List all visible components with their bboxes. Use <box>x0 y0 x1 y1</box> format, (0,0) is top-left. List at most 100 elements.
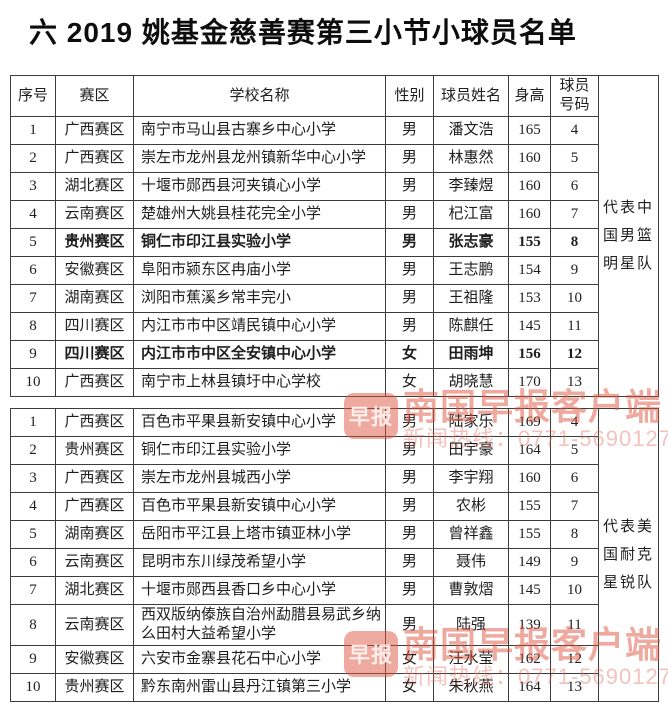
cell-player-name: 陆强 <box>433 604 509 646</box>
table-row: 4 云南赛区 楚雄州大姚县桂花完全小学男杞江富 160 7 <box>10 200 659 229</box>
cell-player-name: 李臻煜 <box>433 172 509 201</box>
cell-height: 162 <box>508 645 551 674</box>
cell-gender: 男 <box>385 284 434 313</box>
cell-school: 西双版纳傣族自治州勐腊县易武乡纳么田村大益希望小学 <box>133 604 386 646</box>
cell-region: 安徽赛区 <box>55 256 134 285</box>
cell-serial: 7 <box>10 284 56 313</box>
cell-player-name: 田雨坤 <box>433 340 509 369</box>
cell-number: 5 <box>550 144 599 173</box>
cell-number: 9 <box>550 548 599 577</box>
cell-serial: 10 <box>10 673 56 702</box>
cell-region: 贵州赛区 <box>55 436 134 465</box>
table-row: 7 湖南赛区 浏阳市蕉溪乡常丰完小男王祖隆 153 10 <box>10 284 659 313</box>
cell-region: 云南赛区 <box>55 548 134 577</box>
column-header: 性别 <box>385 75 434 117</box>
table-row: 8 云南赛区 西双版纳傣族自治州勐腊县易武乡纳么田村大益希望小学男陆强 139 11 <box>10 604 659 646</box>
players-table-china-stars: 序号 赛区 学校名称 性别 球员姓名 身高 球员 号码 代表中 国男篮 明星队 1 广西赛区 南宁市… <box>10 75 659 397</box>
cell-gender: 男 <box>385 144 434 173</box>
cell-serial: 6 <box>10 548 56 577</box>
cell-height: 160 <box>508 200 551 229</box>
cell-serial: 6 <box>10 256 56 285</box>
cell-player-name: 汪水莹 <box>433 645 509 674</box>
cell-number: 10 <box>550 284 599 313</box>
cell-school: 铜仁市印江县实验小学 <box>133 228 386 257</box>
cell-height: 170 <box>508 368 551 397</box>
cell-height: 145 <box>508 312 551 341</box>
cell-region: 湖北赛区 <box>55 172 134 201</box>
cell-player-name: 陆家乐 <box>433 408 509 437</box>
cell-school: 内江市市中区靖民镇中心小学 <box>133 312 386 341</box>
cell-serial: 1 <box>10 408 56 437</box>
table-row: 9 安徽赛区 六安市金寨县花石中心小学女汪水莹 162 12 <box>10 645 659 674</box>
cell-gender: 男 <box>385 604 434 646</box>
players-table-nike-rising-stars: 1 广西赛区 百色市平果县新安镇中心小学男陆家乐 169 4 代表美 国耐克 星锐队 2 贵州… <box>10 408 659 702</box>
cell-school: 阜阳市颍东区冉庙小学 <box>133 256 386 285</box>
cell-gender: 男 <box>385 172 434 201</box>
table-row: 9 四川赛区 内江市市中区全安镇中心小学女田雨坤 156 12 <box>10 340 659 369</box>
cell-number: 13 <box>550 368 599 397</box>
cell-region: 广西赛区 <box>55 116 134 145</box>
cell-gender: 女 <box>385 340 434 369</box>
cell-school: 十堰市郧西县香口乡中心小学 <box>133 576 386 605</box>
cell-gender: 男 <box>385 408 434 437</box>
cell-region: 广西赛区 <box>55 492 134 521</box>
table-row: 6 云南赛区 昆明市东川绿茂希望小学男聂伟 149 9 <box>10 548 659 577</box>
table-row: 4 广西赛区 百色市平果县新安镇中心小学男农彬 155 7 <box>10 492 659 521</box>
cell-school: 南宁市上林县镇圩中心学校 <box>133 368 386 397</box>
cell-serial: 4 <box>10 492 56 521</box>
cell-height: 155 <box>508 492 551 521</box>
cell-number: 8 <box>550 520 599 549</box>
cell-school: 黔东南州雷山县丹江镇第三小学 <box>133 673 386 702</box>
cell-serial: 4 <box>10 200 56 229</box>
cell-gender: 男 <box>385 520 434 549</box>
cell-player-name: 胡晓慧 <box>433 368 509 397</box>
cell-number: 11 <box>550 312 599 341</box>
cell-number: 9 <box>550 256 599 285</box>
cell-player-name: 曾祥鑫 <box>433 520 509 549</box>
cell-serial: 1 <box>10 116 56 145</box>
cell-school: 六安市金寨县花石中心小学 <box>133 645 386 674</box>
cell-school: 百色市平果县新安镇中心小学 <box>133 408 386 437</box>
column-header: 球员 号码 <box>550 75 599 117</box>
cell-serial: 8 <box>10 604 56 646</box>
cell-gender: 男 <box>385 312 434 341</box>
table-row: 1 广西赛区 百色市平果县新安镇中心小学男陆家乐 169 4 代表美 国耐克 星锐队 <box>10 408 659 702</box>
cell-region: 云南赛区 <box>55 604 134 646</box>
table-row: 10 贵州赛区 黔东南州雷山县丹江镇第三小学女朱秋燕 164 13 <box>10 673 659 702</box>
cell-player-name: 张志豪 <box>433 228 509 257</box>
cell-player-name: 朱秋燕 <box>433 673 509 702</box>
cell-player-name: 曹敦熠 <box>433 576 509 605</box>
cell-school: 百色市平果县新安镇中心小学 <box>133 492 386 521</box>
column-header: 序号 <box>10 75 56 117</box>
cell-school: 崇左市龙州县城西小学 <box>133 464 386 493</box>
table-row: 2 广西赛区 崇左市龙州县龙州镇新华中心小学男林惠然 160 5 <box>10 144 659 173</box>
cell-number: 7 <box>550 200 599 229</box>
cell-region: 湖南赛区 <box>55 520 134 549</box>
cell-height: 154 <box>508 256 551 285</box>
table-row: 8 四川赛区 内江市市中区靖民镇中心小学男陈麒任 145 11 <box>10 312 659 341</box>
team-label: 代表中 国男篮 明星队 <box>598 75 659 397</box>
cell-region: 广西赛区 <box>55 408 134 437</box>
cell-player-name: 王志鹏 <box>433 256 509 285</box>
cell-player-name: 农彬 <box>433 492 509 521</box>
cell-height: 139 <box>508 604 551 646</box>
cell-school: 楚雄州大姚县桂花完全小学 <box>133 200 386 229</box>
cell-number: 7 <box>550 492 599 521</box>
cell-height: 145 <box>508 576 551 605</box>
cell-number: 8 <box>550 228 599 257</box>
table-row: 10 广西赛区 南宁市上林县镇圩中心学校女胡晓慧 170 13 <box>10 368 659 397</box>
cell-school: 崇左市龙州县龙州镇新华中心小学 <box>133 144 386 173</box>
cell-gender: 男 <box>385 256 434 285</box>
cell-school: 十堰市郧西县河夹镇心小学 <box>133 172 386 201</box>
cell-height: 164 <box>508 436 551 465</box>
cell-height: 153 <box>508 284 551 313</box>
column-header: 身高 <box>508 75 551 117</box>
cell-school: 昆明市东川绿茂希望小学 <box>133 548 386 577</box>
cell-number: 10 <box>550 576 599 605</box>
cell-height: 165 <box>508 116 551 145</box>
cell-gender: 男 <box>385 576 434 605</box>
cell-school: 南宁市马山县古寨乡中心小学 <box>133 116 386 145</box>
cell-number: 5 <box>550 436 599 465</box>
cell-region: 贵州赛区 <box>55 673 134 702</box>
cell-serial: 10 <box>10 368 56 397</box>
